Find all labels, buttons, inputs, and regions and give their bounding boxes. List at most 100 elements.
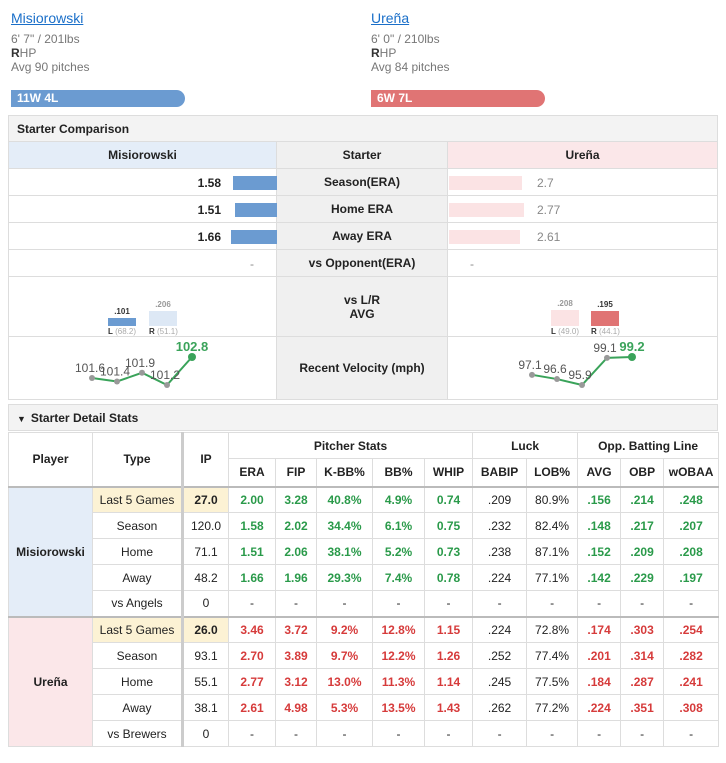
stat-cell: -: [472, 590, 528, 617]
split-value: .206: [155, 299, 171, 309]
player-name[interactable]: Ureña: [371, 10, 410, 26]
stat-cell: 13.5%: [372, 694, 425, 721]
stat-cell: vs Brewers: [92, 720, 183, 747]
split-label-text: vs L/R: [343, 292, 380, 307]
col-header: Type: [92, 432, 183, 487]
stat-cell: .308: [663, 694, 720, 721]
velocity-left: [8, 337, 277, 400]
stat-cell: -: [620, 590, 665, 617]
split-label-text: AVG: [349, 306, 375, 321]
stat-cell: 34.4%: [316, 512, 373, 539]
split-side: R (44.1): [591, 327, 620, 336]
stats-table: Player Type IP Pitcher Stats Luck Opp. Battin…: [8, 432, 720, 747]
header-row: Player Type IP Pitcher Stats Luck Opp. Battin…: [8, 432, 720, 487]
stat-cell: 40.8%: [316, 485, 373, 513]
stats-row: Ureña Last 5 Games 26.0 3.46 3.72 9.2% 12.8% 1.…: [8, 615, 720, 747]
player-size: 6' 0" / 210lbs: [371, 32, 440, 46]
row-label-text: Away ERA: [332, 229, 392, 243]
era-value: -: [470, 257, 474, 271]
stat-cell: -: [228, 590, 276, 617]
stat-cell: .174: [577, 615, 622, 643]
stat-cell: .224: [577, 694, 622, 721]
stat-cell: Away: [92, 564, 183, 591]
stat-cell: 7.4%: [372, 564, 425, 591]
stat-cell: .201: [577, 642, 622, 669]
stat-cell: 3.12: [275, 668, 317, 695]
record-bar: 11W 4L: [11, 90, 185, 107]
comparison-header: Ureña: [448, 142, 718, 169]
row-left: [8, 250, 277, 277]
stat-cell: .224: [472, 615, 528, 643]
stats-row: Season 120.0 1.58 2.02 34.4% 6.1% 0.75.232 82.4…: [9, 512, 720, 539]
stat-cell: 0.74: [423, 485, 474, 513]
era-bar: [449, 176, 523, 190]
stat-cell: 120.0: [181, 512, 229, 539]
stat-cell: 38.1%: [316, 538, 373, 565]
col-header: AVG: [577, 458, 622, 487]
split-value: .208: [557, 299, 573, 309]
tbody: Misiorowski Last 5 Games 27.0 2.00 3.28 40.8%…: [8, 485, 720, 747]
stat-cell: -: [526, 720, 579, 747]
era-bar: [449, 230, 520, 244]
header-text: Misiorowski: [108, 148, 177, 162]
col-header: wOBAA: [663, 458, 720, 487]
stat-cell: Home: [92, 538, 183, 565]
group-header: Opp. Batting Line: [577, 432, 720, 459]
stat-cell: .197: [663, 564, 720, 591]
stat-cell: .287: [620, 668, 665, 695]
stat-cell: -: [275, 720, 317, 747]
stat-cell: 26.0: [181, 615, 229, 643]
stat-cell: 11.3%: [372, 668, 425, 695]
stat-cell: vs Angels: [92, 590, 183, 617]
stats-row: vs Angels 0- - - - - - - - - -: [9, 590, 720, 617]
stat-cell: -: [275, 590, 317, 617]
stat-cell: .229: [620, 564, 665, 591]
stat-cell: 93.1: [181, 642, 229, 669]
stat-cell: -: [577, 590, 622, 617]
split-bar: [591, 311, 619, 326]
stat-cell: -: [316, 590, 373, 617]
col-header: BABIP: [472, 458, 528, 487]
stat-cell: 5.2%: [372, 538, 425, 565]
record-bar: 6W 7L: [371, 90, 545, 107]
stat-cell: .314: [620, 642, 665, 669]
stat-cell: 4.9%: [372, 485, 425, 513]
stat-cell: -: [228, 720, 276, 747]
stat-cell: -: [526, 590, 579, 617]
stats-row: Season 93.1 2.70 3.89 9.7% 12.2% 1.26.252 77.4%…: [9, 642, 720, 669]
row-right: [448, 169, 718, 196]
stat-cell: .207: [663, 512, 720, 539]
player-hand: RHP: [11, 46, 37, 60]
section-header[interactable]: ▼ Starter Detail Stats: [8, 404, 718, 431]
stat-cell: .248: [663, 485, 720, 513]
split-value: .101: [114, 307, 130, 317]
row-label: Season(ERA): [277, 169, 448, 196]
stat-cell: -: [577, 720, 622, 747]
stat-cell: .184: [577, 668, 622, 695]
stat-cell: 6.1%: [372, 512, 425, 539]
velocity-right: [448, 337, 718, 400]
comparison-header: Misiorowski: [8, 142, 277, 169]
split-left: [8, 277, 277, 337]
stat-cell: 12.8%: [372, 615, 425, 643]
split-bar: [108, 318, 136, 326]
stats-row: vs Brewers 0- - - - - - - - - -: [9, 720, 720, 747]
stat-cell: -: [620, 720, 665, 747]
stat-cell: 13.0%: [316, 668, 373, 695]
player-name[interactable]: Misiorowski: [11, 10, 84, 26]
stat-cell: .214: [620, 485, 665, 513]
stat-cell: -: [423, 720, 474, 747]
stat-cell: 3.89: [275, 642, 317, 669]
stat-cell: .156: [577, 485, 622, 513]
col-header: K-BB%: [316, 458, 373, 487]
stat-cell: Season: [92, 642, 183, 669]
era-value: 2.7: [537, 176, 554, 190]
stat-cell: 1.43: [423, 694, 474, 721]
stat-cell: 2.61: [228, 694, 276, 721]
stat-cell: .241: [663, 668, 720, 695]
velocity-label-text: Recent Velocity (mph): [299, 361, 425, 375]
stat-cell: .148: [577, 512, 622, 539]
stat-cell: 9.2%: [316, 615, 373, 643]
section-title: Starter Detail Stats: [30, 411, 139, 425]
stat-cell: 77.5%: [526, 668, 579, 695]
